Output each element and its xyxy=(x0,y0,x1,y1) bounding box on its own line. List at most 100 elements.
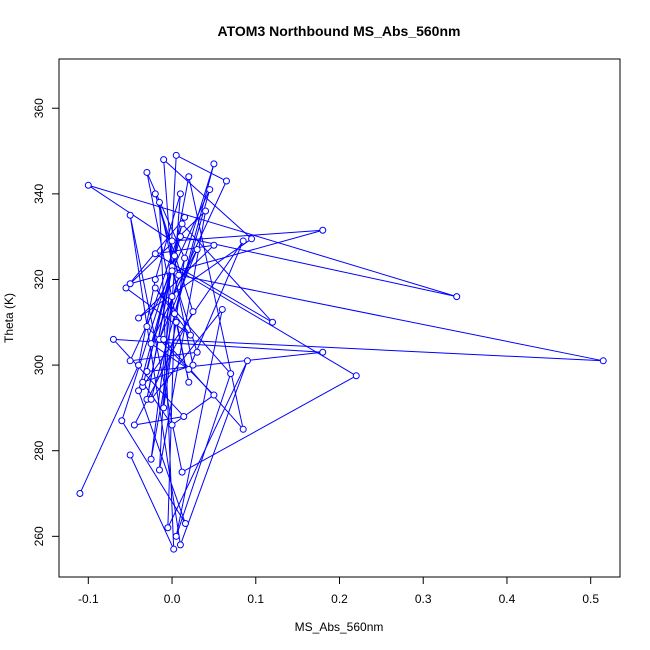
series-segment xyxy=(175,309,223,537)
x-tick-label: 0.2 xyxy=(331,592,348,606)
series-segment xyxy=(171,266,357,377)
series-segment xyxy=(129,215,183,473)
series-segment xyxy=(171,394,215,426)
data-point xyxy=(84,181,92,189)
y-tick-label: 320 xyxy=(32,269,46,289)
data-point xyxy=(210,241,218,249)
data-point xyxy=(164,524,172,532)
series-segment xyxy=(138,236,181,391)
data-point xyxy=(143,168,151,176)
data-point xyxy=(76,490,84,498)
data-point xyxy=(352,372,360,380)
series-segment xyxy=(142,381,173,426)
series-segment xyxy=(129,454,175,550)
data-point xyxy=(181,519,189,527)
data-point xyxy=(126,280,134,288)
data-point xyxy=(126,357,134,365)
data-point xyxy=(243,357,251,365)
series-segment xyxy=(150,296,173,460)
series-segment xyxy=(159,163,215,340)
data-point xyxy=(189,308,197,316)
data-point xyxy=(139,378,147,386)
data-point xyxy=(210,160,218,168)
data-point xyxy=(248,235,256,243)
data-point xyxy=(143,323,151,331)
chart-title: ATOM3 Northbound MS_Abs_560nm xyxy=(218,23,461,39)
data-point xyxy=(239,237,247,245)
series-segment xyxy=(175,322,190,383)
data-point xyxy=(155,466,163,474)
series-segment xyxy=(175,154,227,182)
series-segment xyxy=(188,240,244,370)
data-point xyxy=(118,417,126,425)
data-point xyxy=(171,310,179,318)
series-segment xyxy=(113,338,323,353)
series-segment xyxy=(158,210,207,471)
y-axis-title: Theta (K) xyxy=(2,293,16,343)
series-segment xyxy=(155,244,214,255)
series-segment xyxy=(163,159,252,240)
data-point xyxy=(151,284,159,292)
series-segment xyxy=(163,159,173,271)
data-point xyxy=(160,156,168,164)
series-segment xyxy=(134,415,184,426)
series-segment xyxy=(158,202,175,550)
series-segment xyxy=(181,223,273,323)
y-axis: 260 280 300 320 340 360 xyxy=(32,98,60,546)
data-point xyxy=(189,361,197,369)
series-segment xyxy=(79,364,139,494)
series-segment xyxy=(125,287,191,336)
data-point xyxy=(168,421,176,429)
data-point xyxy=(176,190,184,198)
data-point xyxy=(180,412,188,420)
series-segment xyxy=(130,351,198,362)
series-segment xyxy=(178,274,604,362)
x-tick-label: 0.4 xyxy=(499,592,516,606)
data-point xyxy=(185,173,193,181)
series-segment xyxy=(142,364,194,383)
series-segment xyxy=(88,184,457,298)
data-point xyxy=(135,361,143,369)
data-point xyxy=(172,318,180,326)
data-point xyxy=(178,468,186,476)
data-point xyxy=(151,250,159,258)
data-point xyxy=(218,305,226,313)
series-segment xyxy=(121,420,186,524)
data-point xyxy=(147,395,155,403)
data-point xyxy=(175,271,183,279)
data-point xyxy=(185,378,193,386)
data-point xyxy=(210,391,218,399)
series-segment xyxy=(179,360,248,546)
series-segment xyxy=(129,210,206,285)
y-tick-label: 360 xyxy=(32,98,46,118)
data-point xyxy=(147,455,155,463)
series-segment xyxy=(129,189,211,362)
y-tick-label: 300 xyxy=(32,355,46,375)
x-tick-label: 0.5 xyxy=(582,592,599,606)
data-point xyxy=(453,293,461,301)
data-point xyxy=(202,207,210,215)
data-point xyxy=(181,254,189,262)
series-segment xyxy=(163,338,604,362)
data-point xyxy=(147,340,155,348)
data-point xyxy=(176,541,184,549)
data-point xyxy=(181,213,189,221)
y-tick-label: 340 xyxy=(32,184,46,204)
data-point xyxy=(160,404,168,412)
data-point xyxy=(172,532,180,540)
data-point xyxy=(206,186,214,194)
data-point xyxy=(122,284,130,292)
y-tick-label: 280 xyxy=(32,440,46,460)
data-point xyxy=(170,545,178,553)
data-point xyxy=(222,177,230,185)
data-point xyxy=(109,335,117,343)
series-segment xyxy=(180,236,457,298)
data-point xyxy=(319,226,327,234)
x-tick-label: 0.3 xyxy=(415,592,432,606)
data-point xyxy=(126,451,134,459)
series-layer xyxy=(76,151,607,553)
data-point xyxy=(185,365,193,373)
series-segment xyxy=(150,189,211,400)
data-point xyxy=(599,357,607,365)
